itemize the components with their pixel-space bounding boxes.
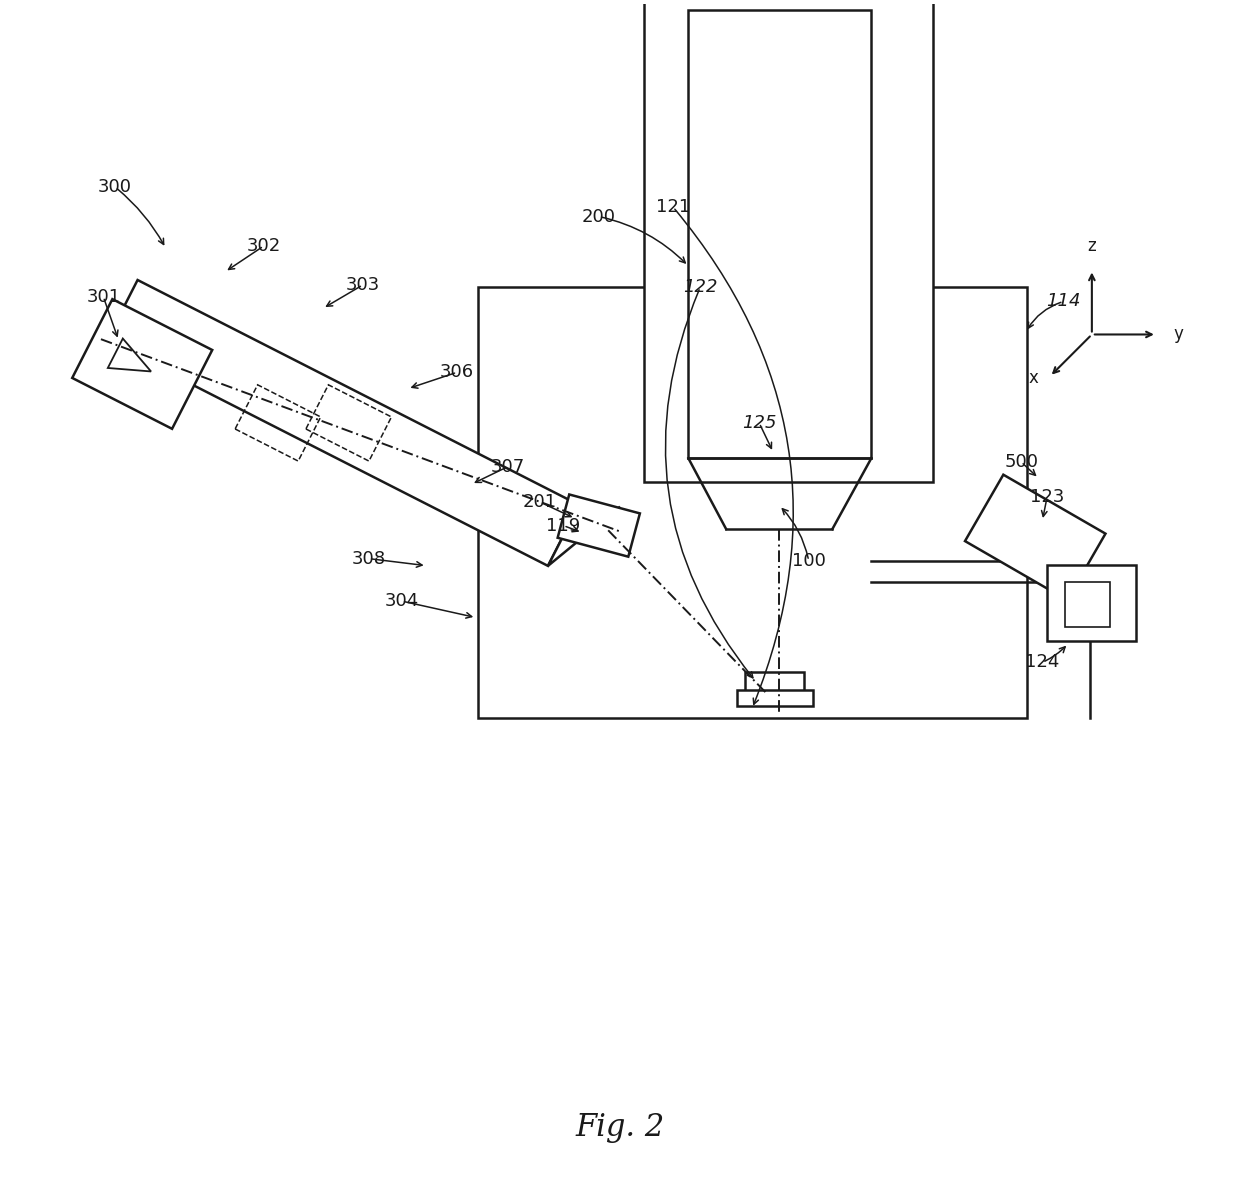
Text: z: z xyxy=(1087,238,1096,255)
Bar xyxy=(1047,564,1136,642)
Bar xyxy=(644,0,932,482)
Text: 308: 308 xyxy=(352,550,386,568)
Text: x: x xyxy=(1028,368,1038,386)
Text: 201: 201 xyxy=(523,493,557,511)
Text: Fig. 2: Fig. 2 xyxy=(575,1112,665,1143)
Text: 122: 122 xyxy=(683,278,718,296)
Polygon shape xyxy=(965,475,1106,600)
Text: 125: 125 xyxy=(742,413,776,432)
Text: 303: 303 xyxy=(346,276,379,293)
Text: 300: 300 xyxy=(98,178,133,196)
Text: 124: 124 xyxy=(1025,653,1059,671)
Text: 500: 500 xyxy=(1004,453,1038,470)
Polygon shape xyxy=(548,505,620,565)
Text: 121: 121 xyxy=(656,198,691,216)
Bar xyxy=(1065,582,1110,627)
Polygon shape xyxy=(108,339,151,372)
Text: 119: 119 xyxy=(547,517,580,535)
Text: 302: 302 xyxy=(247,236,281,255)
Polygon shape xyxy=(72,299,212,429)
Text: 301: 301 xyxy=(87,287,120,305)
Polygon shape xyxy=(107,280,579,565)
Bar xyxy=(479,287,1027,718)
Bar xyxy=(745,672,804,690)
Text: y: y xyxy=(1173,326,1183,343)
Text: 114: 114 xyxy=(1047,292,1081,310)
Text: 306: 306 xyxy=(440,364,474,381)
Text: 304: 304 xyxy=(384,592,419,611)
Text: 123: 123 xyxy=(1030,488,1064,506)
Bar xyxy=(737,689,813,706)
Text: 100: 100 xyxy=(792,552,826,570)
Text: 307: 307 xyxy=(491,457,525,475)
Text: 200: 200 xyxy=(582,208,616,226)
Polygon shape xyxy=(558,494,640,557)
Bar xyxy=(688,10,872,459)
